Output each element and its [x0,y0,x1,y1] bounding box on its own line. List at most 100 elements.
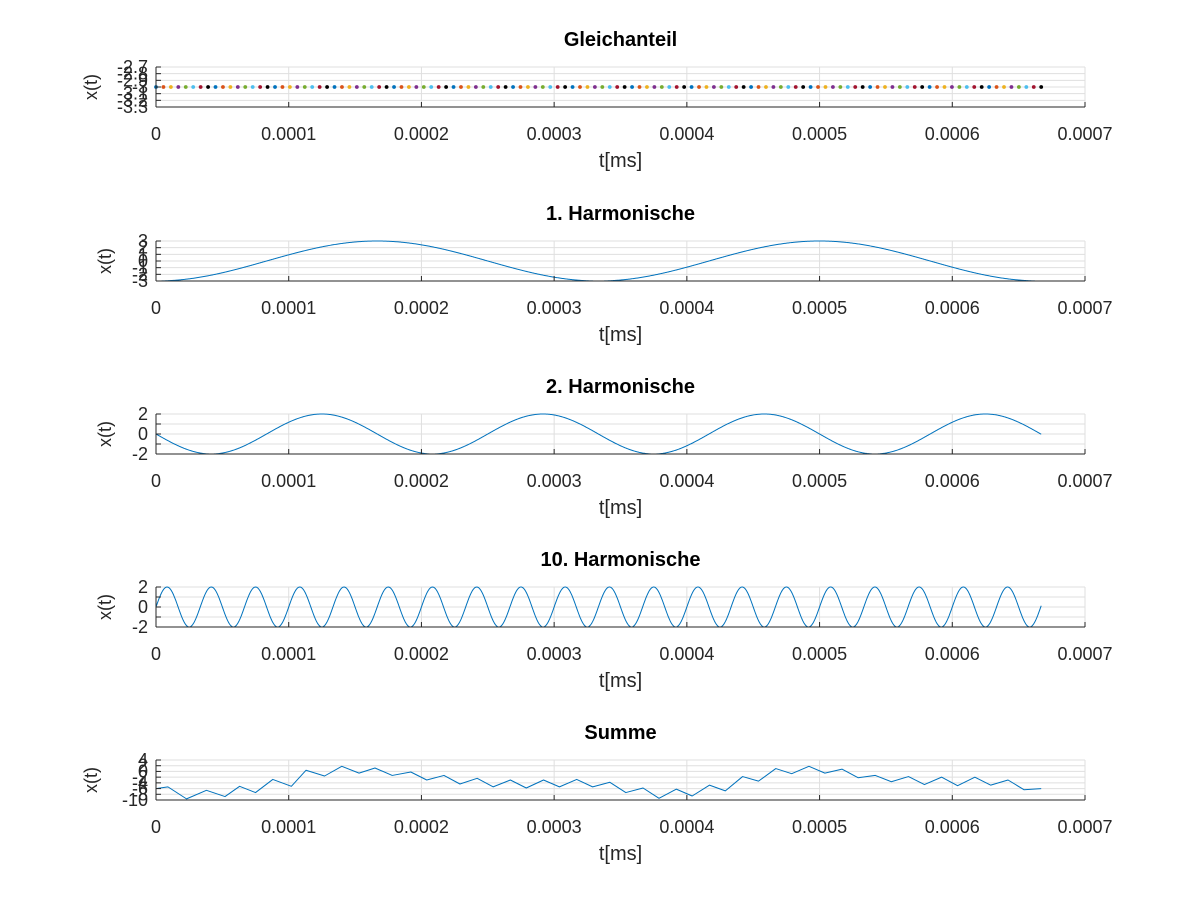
data-point [860,85,865,89]
x-tick-label: 0.0006 [925,817,980,837]
plot-area [156,760,1085,800]
x-tick-label: 0.0002 [394,471,449,491]
data-point [979,85,984,89]
data-point [712,85,716,89]
data-point [816,85,820,89]
x-axis-label: t[ms] [599,150,642,172]
x-tick-label: 0.0007 [1057,471,1112,491]
x-axis-label: t[ms] [599,497,642,519]
data-point [250,85,255,89]
data-point [533,85,538,89]
data-point [392,85,396,89]
data-point [488,85,493,89]
data-point [310,85,315,89]
y-tick-label: -10 [122,790,148,810]
y-tick-label: 2 [138,404,148,424]
chart-title: Summe [584,722,656,744]
data-point [726,85,731,89]
data-point [622,85,627,89]
data-point [444,85,449,89]
x-tick-label: 0.0001 [261,298,316,318]
data-point [451,85,456,89]
data-point [340,85,344,89]
y-tick-label: 0 [138,424,148,444]
x-tick-label: 0.0004 [659,817,714,837]
x-tick-label: 0 [151,124,161,144]
chart-title: 1. Harmonische [546,203,695,225]
data-point [325,85,329,89]
data-point [221,85,225,89]
data-point [845,85,850,89]
y-tick-label: 4 [138,750,148,770]
data-point [771,85,776,89]
data-point [578,85,582,89]
series-line-1 [155,586,1042,628]
x-tick-label: 0.0004 [659,471,714,491]
data-point [920,85,925,89]
y-axis-label: x(t) [81,767,101,793]
x-axis-label: t[ms] [599,843,642,865]
data-point [1024,85,1029,89]
x-tick-label: 0 [151,471,161,491]
data-point [459,85,463,89]
x-tick-label: 0.0002 [394,298,449,318]
y-tick-label: 3 [138,231,148,251]
x-tick-label: 0.0005 [792,124,847,144]
data-point [176,85,181,89]
data-point [258,85,263,89]
y-tick-label: 0 [138,597,148,617]
subplot-4: 0 0.0001 0.0002 0.0003 0.0004 0.0005 0.0006 0.0… [95,549,1113,692]
x-tick-label: 0.0002 [394,124,449,144]
y-tick-label: -1 [132,258,148,278]
x-tick-label: 0.0007 [1057,817,1112,837]
data-point [228,85,233,89]
y-tick-label: 2 [138,577,148,597]
data-point [964,85,969,89]
subplot-5: 0 0.0001 0.0002 0.0003 0.0004 0.0005 0.0006 0.0… [81,722,1113,865]
data-point [206,85,210,89]
data-point [682,85,687,89]
data-point [273,85,277,89]
y-tick-label: -3 [132,77,148,97]
data-point [198,85,203,89]
data-point [1002,85,1006,89]
data-point [994,85,999,89]
x-tick-label: 0.0007 [1057,644,1112,664]
data-point [235,85,240,89]
data-point [704,85,709,89]
data-point [674,85,679,89]
data-point [481,85,486,89]
data-point [511,85,515,89]
data-point [659,85,664,89]
chart-title: 2. Harmonische [546,376,695,398]
data-point [191,85,196,89]
x-tick-label: 0.0006 [925,124,980,144]
data-point [868,85,873,89]
x-tick-label: 0.0001 [261,471,316,491]
data-point [905,85,910,89]
y-tick-label: 0 [138,251,148,271]
data-point [831,85,835,89]
data-point [897,85,902,89]
data-point [808,85,813,89]
y-tick-label: -3.3 [117,97,148,117]
data-point [630,85,634,89]
data-point [570,85,575,89]
data-point [957,85,962,89]
data-point [407,85,411,89]
y-tick-label: 2 [138,756,148,776]
y-axis-label: x(t) [95,421,115,447]
data-point [585,85,590,89]
data-point [563,85,568,89]
data-point [615,85,620,89]
data-point [786,85,791,89]
y-tick-label: -2.9 [117,70,148,90]
y-tick-label: -3 [132,271,148,291]
data-point [518,85,523,89]
data-point [942,85,947,89]
y-axis-label: x(t) [95,248,115,274]
data-point [436,85,441,89]
data-point [429,85,434,89]
x-tick-label: 0 [151,817,161,837]
